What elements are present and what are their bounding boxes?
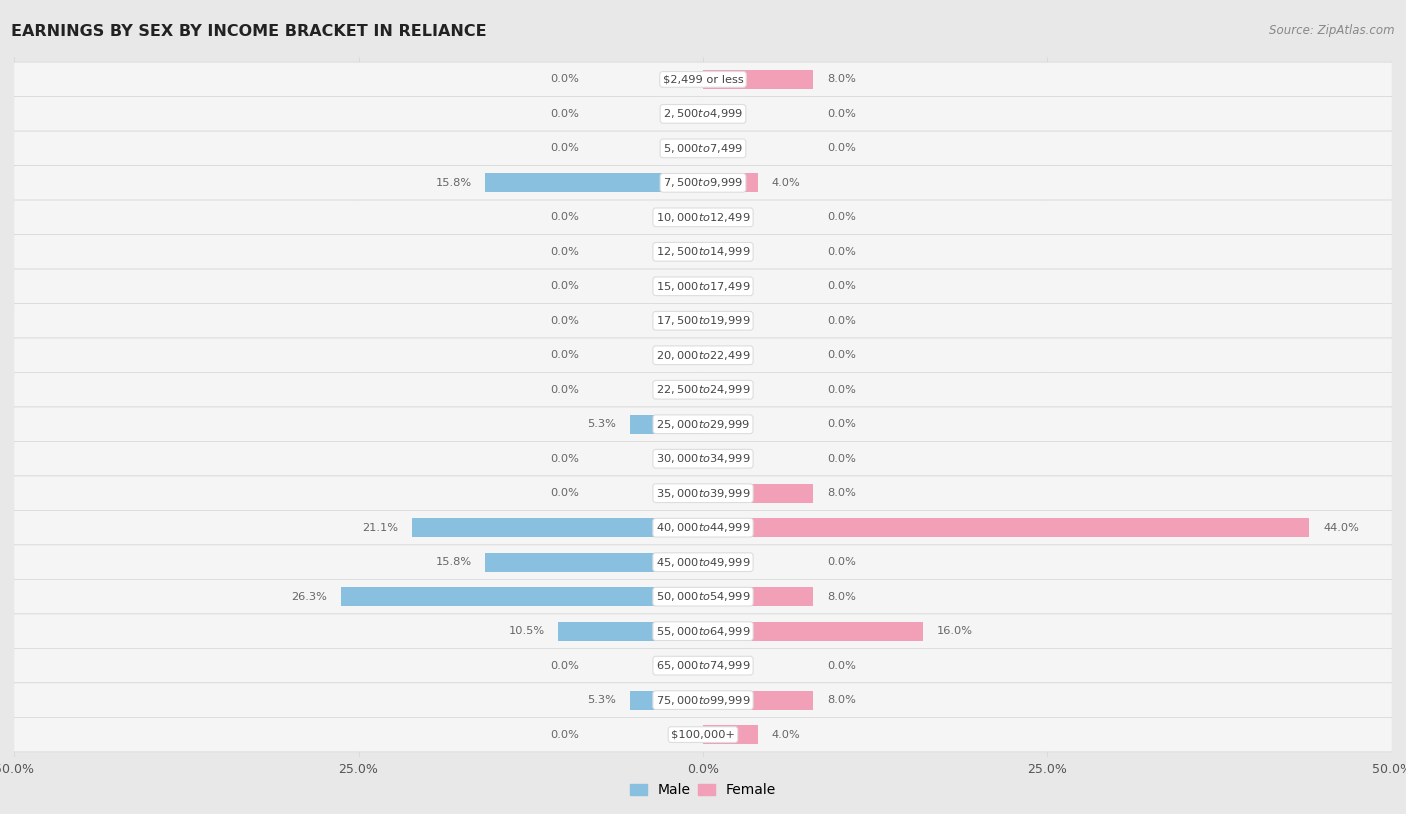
Text: 0.0%: 0.0% — [827, 247, 856, 257]
Bar — [703, 725, 758, 744]
Text: 0.0%: 0.0% — [550, 350, 579, 361]
FancyBboxPatch shape — [14, 234, 1392, 269]
Text: 10.5%: 10.5% — [509, 626, 544, 637]
Text: 0.0%: 0.0% — [827, 316, 856, 326]
Text: $7,500 to $9,999: $7,500 to $9,999 — [664, 177, 742, 190]
Text: 8.0%: 8.0% — [827, 592, 856, 602]
Bar — [630, 690, 703, 710]
Bar — [340, 587, 703, 606]
Text: 8.0%: 8.0% — [827, 74, 856, 85]
Text: $17,500 to $19,999: $17,500 to $19,999 — [655, 314, 751, 327]
Text: 8.0%: 8.0% — [827, 488, 856, 498]
Text: 0.0%: 0.0% — [550, 385, 579, 395]
Text: 0.0%: 0.0% — [550, 109, 579, 119]
Text: $10,000 to $12,499: $10,000 to $12,499 — [655, 211, 751, 224]
Text: $2,500 to $4,999: $2,500 to $4,999 — [664, 107, 742, 120]
Text: 0.0%: 0.0% — [827, 109, 856, 119]
Text: 0.0%: 0.0% — [550, 729, 579, 740]
Bar — [703, 70, 813, 89]
Text: 8.0%: 8.0% — [827, 695, 856, 705]
Text: 0.0%: 0.0% — [827, 661, 856, 671]
FancyBboxPatch shape — [14, 545, 1392, 580]
FancyBboxPatch shape — [14, 269, 1392, 304]
Text: $45,000 to $49,999: $45,000 to $49,999 — [655, 556, 751, 569]
FancyBboxPatch shape — [14, 441, 1392, 476]
Text: 0.0%: 0.0% — [827, 350, 856, 361]
Text: $35,000 to $39,999: $35,000 to $39,999 — [655, 487, 751, 500]
FancyBboxPatch shape — [14, 97, 1392, 131]
Text: $30,000 to $34,999: $30,000 to $34,999 — [655, 453, 751, 466]
Text: 0.0%: 0.0% — [550, 488, 579, 498]
FancyBboxPatch shape — [14, 683, 1392, 717]
Text: $50,000 to $54,999: $50,000 to $54,999 — [655, 590, 751, 603]
FancyBboxPatch shape — [14, 62, 1392, 97]
Text: $15,000 to $17,499: $15,000 to $17,499 — [655, 280, 751, 293]
Text: 0.0%: 0.0% — [550, 282, 579, 291]
Text: 0.0%: 0.0% — [550, 143, 579, 153]
Bar — [485, 553, 703, 571]
Bar — [630, 415, 703, 434]
Text: 5.3%: 5.3% — [588, 419, 616, 429]
Text: 15.8%: 15.8% — [436, 177, 471, 188]
Text: 4.0%: 4.0% — [772, 729, 800, 740]
Text: 0.0%: 0.0% — [550, 453, 579, 464]
Text: 0.0%: 0.0% — [827, 557, 856, 567]
Legend: Male, Female: Male, Female — [624, 777, 782, 803]
Bar — [703, 587, 813, 606]
Bar — [703, 173, 758, 192]
FancyBboxPatch shape — [14, 200, 1392, 234]
Text: 0.0%: 0.0% — [827, 453, 856, 464]
FancyBboxPatch shape — [14, 717, 1392, 752]
Bar — [703, 622, 924, 641]
Text: $25,000 to $29,999: $25,000 to $29,999 — [655, 418, 751, 431]
Bar — [703, 519, 1309, 537]
FancyBboxPatch shape — [14, 131, 1392, 165]
Text: 0.0%: 0.0% — [827, 143, 856, 153]
Text: 0.0%: 0.0% — [827, 419, 856, 429]
FancyBboxPatch shape — [14, 649, 1392, 683]
Text: 0.0%: 0.0% — [550, 212, 579, 222]
Text: 5.3%: 5.3% — [588, 695, 616, 705]
Text: 21.1%: 21.1% — [363, 523, 398, 532]
FancyBboxPatch shape — [14, 407, 1392, 441]
Text: $5,000 to $7,499: $5,000 to $7,499 — [664, 142, 742, 155]
FancyBboxPatch shape — [14, 165, 1392, 200]
FancyBboxPatch shape — [14, 614, 1392, 649]
Text: 0.0%: 0.0% — [827, 282, 856, 291]
Text: 0.0%: 0.0% — [827, 385, 856, 395]
FancyBboxPatch shape — [14, 304, 1392, 338]
Bar — [703, 690, 813, 710]
Text: $22,500 to $24,999: $22,500 to $24,999 — [655, 383, 751, 396]
Text: $65,000 to $74,999: $65,000 to $74,999 — [655, 659, 751, 672]
Bar — [703, 484, 813, 503]
Text: $75,000 to $99,999: $75,000 to $99,999 — [655, 694, 751, 707]
Text: 44.0%: 44.0% — [1323, 523, 1360, 532]
Text: $20,000 to $22,499: $20,000 to $22,499 — [655, 348, 751, 361]
Text: $100,000+: $100,000+ — [671, 729, 735, 740]
FancyBboxPatch shape — [14, 580, 1392, 614]
Text: $2,499 or less: $2,499 or less — [662, 74, 744, 85]
Text: 0.0%: 0.0% — [550, 316, 579, 326]
Text: $40,000 to $44,999: $40,000 to $44,999 — [655, 521, 751, 534]
Bar — [412, 519, 703, 537]
Bar — [558, 622, 703, 641]
Text: 4.0%: 4.0% — [772, 177, 800, 188]
Text: 16.0%: 16.0% — [938, 626, 973, 637]
Text: 0.0%: 0.0% — [550, 74, 579, 85]
Text: 0.0%: 0.0% — [550, 247, 579, 257]
Text: Source: ZipAtlas.com: Source: ZipAtlas.com — [1270, 24, 1395, 37]
FancyBboxPatch shape — [14, 373, 1392, 407]
FancyBboxPatch shape — [14, 476, 1392, 510]
Text: $55,000 to $64,999: $55,000 to $64,999 — [655, 624, 751, 637]
Text: 0.0%: 0.0% — [827, 212, 856, 222]
Text: EARNINGS BY SEX BY INCOME BRACKET IN RELIANCE: EARNINGS BY SEX BY INCOME BRACKET IN REL… — [11, 24, 486, 39]
Text: 0.0%: 0.0% — [550, 661, 579, 671]
Text: 15.8%: 15.8% — [436, 557, 471, 567]
Bar — [485, 173, 703, 192]
FancyBboxPatch shape — [14, 338, 1392, 373]
Text: 26.3%: 26.3% — [291, 592, 326, 602]
FancyBboxPatch shape — [14, 510, 1392, 545]
Text: $12,500 to $14,999: $12,500 to $14,999 — [655, 245, 751, 258]
